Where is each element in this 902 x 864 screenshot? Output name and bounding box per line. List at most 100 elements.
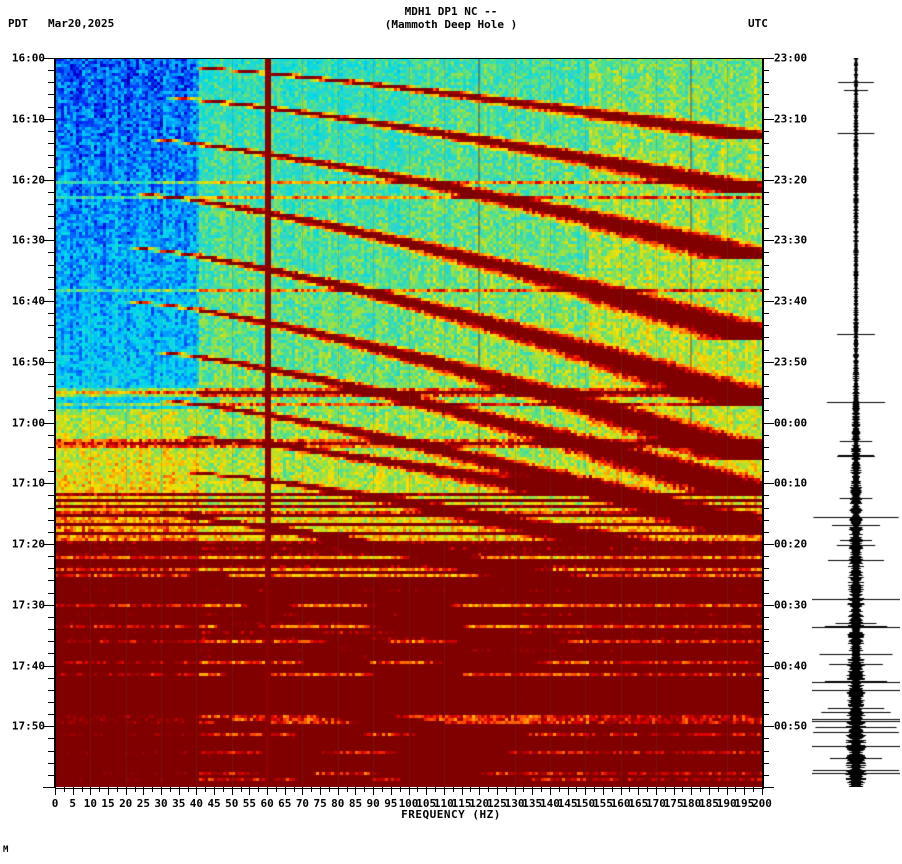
x-tick: [435, 787, 436, 792]
y-tick-right: [762, 592, 769, 594]
x-tick: [108, 787, 110, 795]
y-tick-left: [48, 276, 55, 278]
x-tick: [125, 787, 127, 795]
x-tick: [320, 787, 322, 795]
y-tick-left: [48, 580, 55, 582]
x-tick: [532, 787, 534, 795]
y-tick-right: [762, 361, 774, 363]
y-label-local: 17:20: [11, 537, 45, 551]
x-label: 90: [366, 797, 380, 810]
x-tick: [700, 787, 702, 792]
y-label-utc: 00:00: [774, 416, 808, 429]
y-tick-left: [48, 495, 55, 497]
y-tick-right: [762, 373, 769, 375]
x-tick: [744, 787, 746, 795]
y-tick-left: [48, 531, 55, 533]
y-tick-right: [762, 604, 774, 606]
spectrogram-plot[interactable]: [55, 58, 762, 787]
x-tick: [205, 787, 207, 792]
y-label-local: 16:00: [11, 51, 45, 65]
x-tick: [152, 787, 154, 792]
x-tick: [214, 787, 216, 795]
x-tick: [72, 787, 74, 795]
x-tick: [452, 787, 454, 792]
x-label: 160: [610, 797, 631, 810]
x-tick: [470, 787, 472, 792]
y-tick-left: [48, 677, 55, 679]
y-tick-right: [762, 130, 769, 132]
y-label-utc: 23:40: [774, 294, 808, 308]
x-tick: [337, 787, 339, 795]
spectrogram-canvas: [55, 58, 762, 787]
x-label: 45: [207, 797, 221, 810]
y-label-utc: 00:20: [774, 537, 808, 551]
x-tick: [576, 787, 578, 792]
x-tick: [479, 787, 481, 795]
y-tick-right: [762, 446, 769, 448]
x-label: 190: [716, 797, 737, 810]
x-tick: [408, 787, 410, 795]
y-tick-right: [762, 410, 769, 412]
x-tick: [364, 787, 366, 792]
x-label: 55: [242, 797, 257, 810]
y-tick-left: [48, 94, 55, 96]
y-tick-left: [48, 519, 55, 521]
x-tick: [461, 787, 463, 795]
x-tick: [284, 787, 286, 795]
y-tick-right: [762, 70, 769, 72]
y-tick-left: [43, 301, 55, 302]
x-tick: [161, 787, 163, 795]
y-axis-spine-right: [762, 58, 763, 787]
y-tick-right: [762, 701, 769, 703]
y-tick-right: [762, 458, 769, 460]
y-tick-left: [43, 361, 55, 363]
x-label: 165: [628, 797, 649, 810]
y-tick-right: [762, 714, 769, 716]
y-tick-left: [43, 58, 55, 59]
x-tick: [753, 787, 755, 792]
y-tick-right: [762, 276, 769, 278]
y-label-local: 17:30: [11, 598, 45, 612]
y-tick-left: [48, 458, 55, 460]
y-tick-right: [762, 228, 769, 230]
x-tick: [240, 787, 242, 792]
y-tick-right: [762, 386, 769, 388]
x-label: 30: [154, 797, 168, 810]
y-tick-left: [48, 434, 55, 436]
y-label-utc: 00:30: [774, 598, 808, 612]
y-tick-right: [762, 483, 774, 485]
x-tick: [258, 787, 260, 792]
x-tick: [293, 787, 295, 792]
y-tick-right: [762, 422, 774, 424]
y-tick-right: [762, 82, 769, 84]
x-tick: [187, 787, 189, 792]
x-tick: [629, 787, 631, 792]
y-label-local: 17:40: [11, 659, 45, 672]
y-label-local: 16:10: [11, 112, 45, 126]
x-tick: [611, 787, 613, 792]
y-label-local: 17:10: [11, 476, 45, 490]
x-tick: [558, 787, 560, 792]
y-label-local: 16:20: [11, 173, 45, 186]
y-tick-left: [43, 787, 55, 788]
y-tick-right: [762, 641, 769, 643]
x-tick: [249, 787, 251, 795]
y-tick-left: [48, 774, 55, 776]
y-tick-left: [48, 313, 55, 315]
x-tick: [134, 787, 136, 792]
timezone-right-label: UTC: [748, 17, 768, 30]
x-label: 195: [734, 797, 755, 810]
y-tick-right: [762, 398, 769, 400]
x-label: 110: [433, 797, 454, 810]
y-label-utc: 23:50: [774, 355, 808, 369]
y-tick-left: [48, 714, 55, 716]
x-tick: [55, 787, 56, 795]
y-axis-spine-left: [54, 58, 55, 787]
x-tick: [381, 787, 383, 792]
y-tick-right: [762, 471, 769, 473]
x-tick: [523, 787, 525, 792]
y-label-utc: 00:40: [774, 659, 808, 672]
y-tick-left: [48, 641, 55, 643]
y-tick-left: [48, 738, 55, 740]
y-tick-left: [48, 410, 55, 412]
